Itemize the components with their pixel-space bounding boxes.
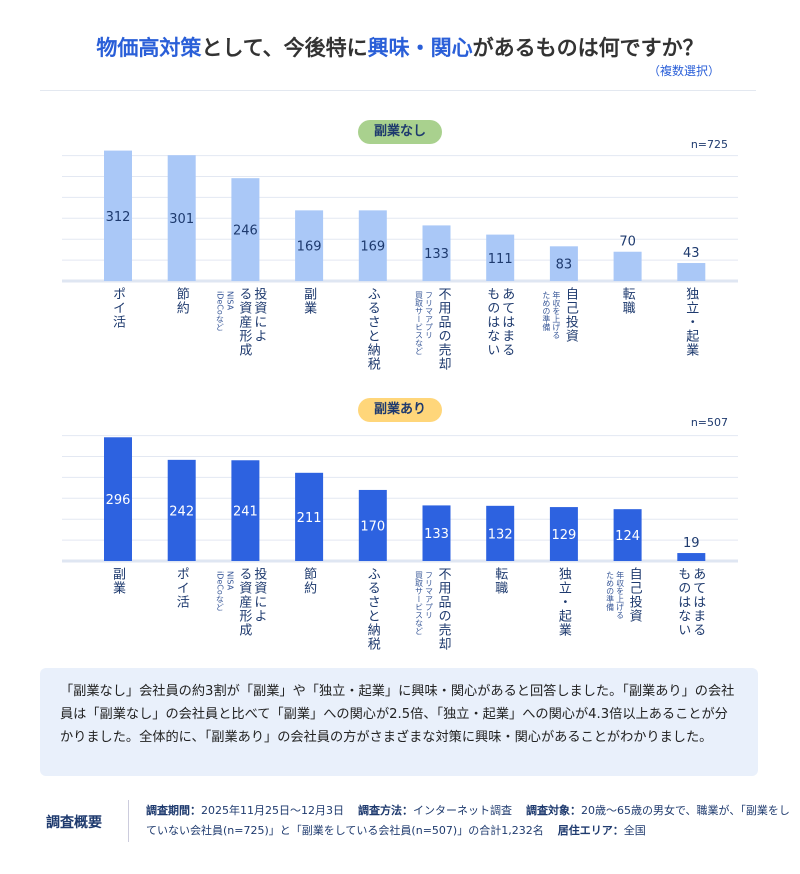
category-label: 独立・起業 xyxy=(683,287,698,357)
data-label: 312 xyxy=(106,210,131,225)
category-main: 副業 xyxy=(110,567,125,595)
category-label: 副業 xyxy=(301,287,316,315)
bar xyxy=(167,155,196,281)
bar xyxy=(104,437,132,561)
data-label: 211 xyxy=(297,511,322,526)
category-sub: フリマアプリ 買取サービスなど xyxy=(414,571,434,635)
bar xyxy=(613,509,642,561)
category-label: 節約 xyxy=(174,287,189,315)
bar xyxy=(613,251,642,281)
bar xyxy=(486,234,515,281)
data-label: 70 xyxy=(619,235,636,250)
category-main: 副業 xyxy=(301,287,317,315)
bar xyxy=(677,263,706,281)
category-main: あてはまる ものはない xyxy=(675,567,706,637)
bar xyxy=(549,507,578,561)
category-main: ポイ活 xyxy=(173,567,189,609)
data-label: 246 xyxy=(233,224,258,239)
category-sub: NISA iDeCoなど xyxy=(215,291,235,331)
bar xyxy=(549,246,578,281)
bar xyxy=(295,472,324,561)
page-title: 物価高対策として、今後特に興味・関心があるものは何ですか？ xyxy=(96,36,704,60)
data-label: 124 xyxy=(615,529,640,544)
category-sub: 年収を上げる ための準備 xyxy=(605,571,625,619)
category-label: あてはまる ものはない xyxy=(675,567,705,637)
category-main: 節約 xyxy=(301,567,317,595)
bar-chart-0: 312 301 246 169 169 133 111 83 70 43 xyxy=(62,150,738,283)
category-label: 節約 xyxy=(301,567,316,595)
category-main: 不用品の売却 xyxy=(435,567,451,651)
data-label: 132 xyxy=(488,527,513,542)
bar xyxy=(677,553,706,561)
chart-badge-side-job: 副業あり xyxy=(358,398,442,422)
category-label: 転職 xyxy=(620,287,635,315)
category-label: 不用品の売却 フリマアプリ 買取サービスなど xyxy=(414,287,451,371)
bar xyxy=(358,489,387,561)
category-main: ポイ活 xyxy=(110,287,125,329)
data-label: 170 xyxy=(360,519,385,534)
category-main: ふるさと納税 xyxy=(364,567,380,651)
category-main: 転職 xyxy=(619,287,635,315)
data-label: 83 xyxy=(556,258,573,273)
category-sub: 年収を上げる ための準備 xyxy=(541,291,561,339)
category-sub: フリマアプリ 買取サービスなど xyxy=(414,291,434,355)
data-label: 129 xyxy=(551,528,576,543)
bar xyxy=(231,460,260,561)
category-main: 独立・起業 xyxy=(683,287,699,357)
data-label: 301 xyxy=(169,212,194,227)
survey-details: 調査期間：2025年11月25日〜12月3日 調査方法：インターネット調査 調査… xyxy=(146,804,790,837)
divider xyxy=(128,800,129,842)
category-label: 独立・起業 xyxy=(556,567,571,637)
summary-note: 「副業なし」会社員の約3割が「副業」や「独立・起業」に興味・関心があると回答しま… xyxy=(40,668,758,776)
bar xyxy=(358,210,387,281)
category-label: 投資によ る資産形成 NISA iDeCoなど xyxy=(214,287,266,357)
category-main: 自己投資 xyxy=(562,287,578,343)
bar-chart-1: 296 242 241 211 170 133 132 129 124 19 xyxy=(62,435,738,563)
category-label: ポイ活 xyxy=(110,287,125,329)
data-label: 169 xyxy=(297,240,322,255)
bar xyxy=(486,505,515,561)
bar xyxy=(295,210,324,281)
category-label: 転職 xyxy=(492,567,507,595)
bar xyxy=(231,178,260,281)
category-label: ふるさと納税 xyxy=(365,287,380,371)
subtitle: （複数選択） xyxy=(647,64,720,78)
data-label: 111 xyxy=(488,252,513,267)
sample-size: n=725 xyxy=(690,138,728,151)
chart-badge-no-side-job: 副業なし xyxy=(358,120,442,144)
data-label: 296 xyxy=(106,493,131,508)
category-main: 投資によ る資産形成 xyxy=(236,287,267,357)
divider xyxy=(40,90,756,91)
data-label: 133 xyxy=(424,527,449,542)
category-main: 節約 xyxy=(173,287,189,315)
category-label: 副業 xyxy=(110,567,125,595)
data-label: 169 xyxy=(360,240,385,255)
category-label: 自己投資 年収を上げる ための準備 xyxy=(541,287,578,343)
category-main: 転職 xyxy=(492,567,508,595)
category-main: あてはまる ものはない xyxy=(484,287,515,357)
bar xyxy=(104,150,132,281)
category-label: あてはまる ものはない xyxy=(484,287,514,357)
category-label: ふるさと納税 xyxy=(365,567,380,651)
category-label: ポイ活 xyxy=(174,567,189,609)
category-main: ふるさと納税 xyxy=(364,287,380,371)
category-label: 投資によ る資産形成 NISA iDeCoなど xyxy=(214,567,266,637)
bar xyxy=(422,505,451,561)
category-sub: NISA iDeCoなど xyxy=(215,571,235,611)
data-label: 242 xyxy=(169,504,194,519)
data-label: 43 xyxy=(683,246,700,261)
category-label: 不用品の売却 フリマアプリ 買取サービスなど xyxy=(414,567,451,651)
category-main: 自己投資 xyxy=(626,567,642,623)
category-main: 独立・起業 xyxy=(555,567,571,637)
bar xyxy=(422,225,451,281)
sample-size: n=507 xyxy=(690,416,728,429)
category-main: 投資によ る資産形成 xyxy=(236,567,267,637)
survey-heading: 調査概要 xyxy=(46,815,102,831)
category-label: 自己投資 年収を上げる ための準備 xyxy=(605,567,642,623)
bar xyxy=(167,459,196,561)
category-main: 不用品の売却 xyxy=(435,287,451,371)
data-label: 241 xyxy=(233,505,258,520)
data-label: 133 xyxy=(424,247,449,262)
data-label: 19 xyxy=(683,536,700,551)
